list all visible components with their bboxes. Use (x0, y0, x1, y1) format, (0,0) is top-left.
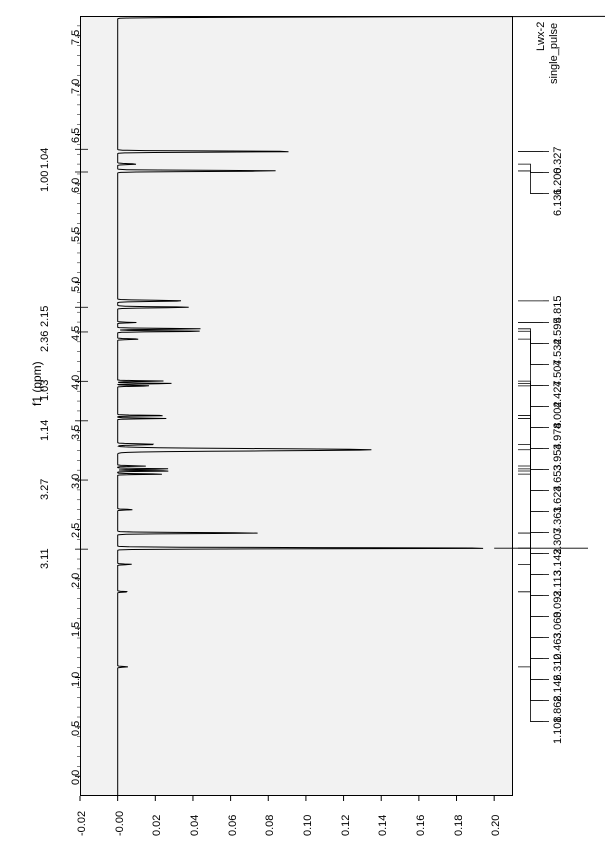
y-tick-label: 2.5 (70, 523, 82, 538)
y-tick-label: 3.5 (70, 424, 82, 439)
integral-label: 1.14 (39, 419, 51, 440)
integral-label: 2.15 (39, 306, 51, 327)
y-tick-label: 6.5 (70, 128, 82, 143)
x-tick-label: -0.00 (114, 811, 126, 836)
y-tick-label: 1.5 (70, 622, 82, 637)
peak-label: 6.131 (552, 188, 564, 216)
spectrum-svg (0, 0, 605, 858)
header-pulse-type: single_pulse (548, 23, 560, 84)
x-tick-label: 0.02 (151, 815, 163, 836)
integral-label: 3.11 (39, 549, 51, 570)
x-tick-label: 0.08 (264, 815, 276, 836)
y-tick-label: 4.0 (70, 375, 82, 390)
y-tick-label: 7.5 (70, 29, 82, 44)
x-tick-label: 0.04 (189, 815, 201, 836)
y-tick-label: 0.0 (70, 770, 82, 785)
y-tick-label: 7.0 (70, 79, 82, 94)
integral-label: 1.00 (39, 171, 51, 192)
y-tick-label: 1.0 (70, 671, 82, 686)
x-tick-label: 0.10 (302, 815, 314, 836)
header-sample-id: Lwx-2 (535, 22, 547, 51)
x-tick-label: 0.18 (453, 815, 465, 836)
y-tick-label: 2.0 (70, 572, 82, 587)
x-tick-label: 0.12 (340, 815, 352, 836)
y-tick-label: 6.0 (70, 178, 82, 193)
integral-label: 1.03 (39, 380, 51, 401)
integral-label: 3.27 (39, 479, 51, 500)
y-tick-label: 5.5 (70, 227, 82, 242)
x-tick-label: 0.16 (415, 815, 427, 836)
peak-label: 1.108 (552, 716, 564, 744)
nmr-chart: 0.0 0.5 1.0 1.5 2.0 2.5 3.0 3.5 4.0 4.5 5.0 5.5 6.0 6… (0, 0, 605, 858)
y-tick-label: 4.5 (70, 326, 82, 341)
integral-label: 1.04 (39, 148, 51, 169)
y-tick-label: 5.0 (70, 276, 82, 291)
x-tick-label: -0.02 (76, 811, 88, 836)
y-tick-label: 3.0 (70, 474, 82, 489)
y-tick-label: 0.5 (70, 721, 82, 736)
x-tick-label: 0.20 (490, 815, 502, 836)
x-tick-label: 0.06 (227, 815, 239, 836)
x-tick-label: 0.14 (377, 815, 389, 836)
integral-label: 2.36 (39, 331, 51, 352)
